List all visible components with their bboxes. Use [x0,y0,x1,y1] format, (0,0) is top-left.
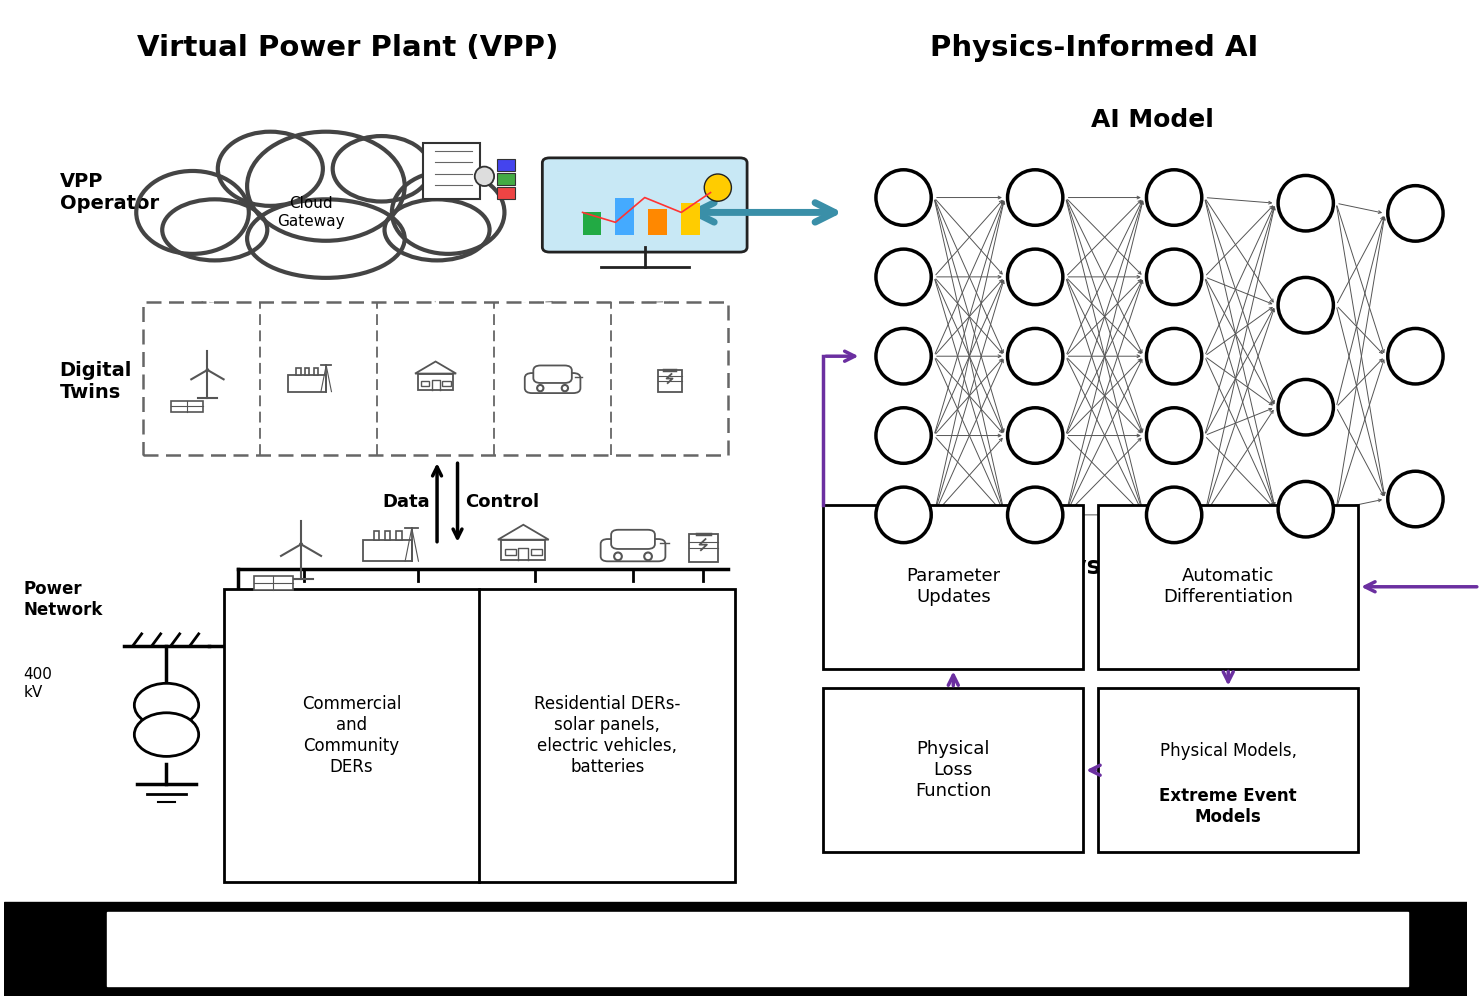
Ellipse shape [299,543,302,546]
Bar [421,381,429,386]
Text: Physics-Informed AI: Physics-Informed AI [930,34,1257,62]
Text: Residential DERs-
solar panels,
electric vehicles,
batteries: Residential DERs- solar panels, electric… [535,695,681,776]
Text: 400
kV: 400 kV [24,667,52,700]
Bar [823,688,1084,852]
Ellipse shape [135,683,198,727]
Polygon shape [498,525,549,540]
Bar [681,203,699,235]
Ellipse shape [1146,328,1201,384]
Ellipse shape [1007,408,1063,463]
Bar [505,549,515,555]
Text: Power
Network: Power Network [24,580,102,619]
Ellipse shape [1278,481,1333,537]
Bar [314,368,318,375]
Bar [144,302,729,455]
Bar [1097,505,1358,669]
Bar [172,401,203,412]
Bar [253,576,293,590]
Ellipse shape [1007,328,1063,384]
FancyBboxPatch shape [524,373,581,393]
Ellipse shape [1146,249,1201,305]
Ellipse shape [875,328,932,384]
Ellipse shape [247,132,404,241]
Bar [296,368,301,375]
Ellipse shape [561,385,569,391]
Ellipse shape [1007,249,1063,305]
Bar [107,912,1408,986]
Bar [532,549,542,555]
Bar [375,531,379,540]
Bar [397,531,401,540]
Ellipse shape [875,170,932,225]
FancyBboxPatch shape [601,539,665,561]
Text: Commercial
and
Community
DERs: Commercial and Community DERs [302,695,401,776]
Bar [496,173,515,185]
Bar [649,209,666,235]
Text: AI Model: AI Model [1090,108,1213,132]
Text: Parameter
Updates: Parameter Updates [906,567,1000,606]
Text: Cloud
Gateway: Cloud Gateway [277,196,345,229]
Bar [424,143,480,199]
Bar [658,370,681,392]
Ellipse shape [135,713,198,756]
Ellipse shape [615,553,622,560]
Ellipse shape [875,249,932,305]
Ellipse shape [644,553,652,560]
Ellipse shape [206,369,209,371]
Text: Data: Data [382,493,429,511]
Ellipse shape [163,199,267,260]
Text: Physics Informed: Physics Informed [1037,555,1268,579]
Bar [385,531,391,540]
Text: VPP
Operator: VPP Operator [59,172,158,213]
Bar [224,589,736,882]
Ellipse shape [1388,186,1442,241]
Ellipse shape [1146,408,1201,463]
Ellipse shape [1146,487,1201,543]
Bar [496,159,515,171]
Bar [502,540,545,560]
Ellipse shape [475,167,495,186]
Bar [689,534,718,562]
Ellipse shape [1278,379,1333,435]
Ellipse shape [1007,487,1063,543]
FancyBboxPatch shape [612,530,655,549]
Bar [363,540,412,561]
Ellipse shape [218,132,323,206]
Ellipse shape [385,199,490,260]
Ellipse shape [1388,471,1442,527]
Ellipse shape [1278,175,1333,231]
Ellipse shape [247,199,404,278]
Text: Control: Control [465,493,539,511]
Ellipse shape [392,171,505,254]
Ellipse shape [136,171,249,254]
Text: Digital
Twins: Digital Twins [59,360,132,401]
Ellipse shape [1388,328,1442,384]
Text: Automatic
Differentiation: Automatic Differentiation [1163,567,1293,606]
Ellipse shape [705,174,732,201]
Bar [4,902,1466,996]
Ellipse shape [538,385,544,391]
Ellipse shape [1146,170,1201,225]
Bar [1097,688,1358,852]
Bar [823,505,1084,669]
FancyBboxPatch shape [542,158,746,252]
Polygon shape [415,362,456,374]
Bar [496,187,515,199]
Text: Physical Models,: Physical Models, [1160,742,1297,760]
Bar [418,374,453,390]
Bar [616,198,634,235]
Ellipse shape [875,487,932,543]
Bar [305,368,310,375]
FancyBboxPatch shape [533,365,572,383]
Bar [287,375,326,392]
Ellipse shape [1278,277,1333,333]
Ellipse shape [333,136,431,202]
Ellipse shape [1007,170,1063,225]
Text: Physical
Loss
Function: Physical Loss Function [915,740,991,800]
Bar [441,381,450,386]
Bar [582,212,601,235]
Ellipse shape [875,408,932,463]
Text: Extreme Event
Models: Extreme Event Models [1160,787,1297,826]
Text: Virtual Power Plant (VPP): Virtual Power Plant (VPP) [138,34,558,62]
